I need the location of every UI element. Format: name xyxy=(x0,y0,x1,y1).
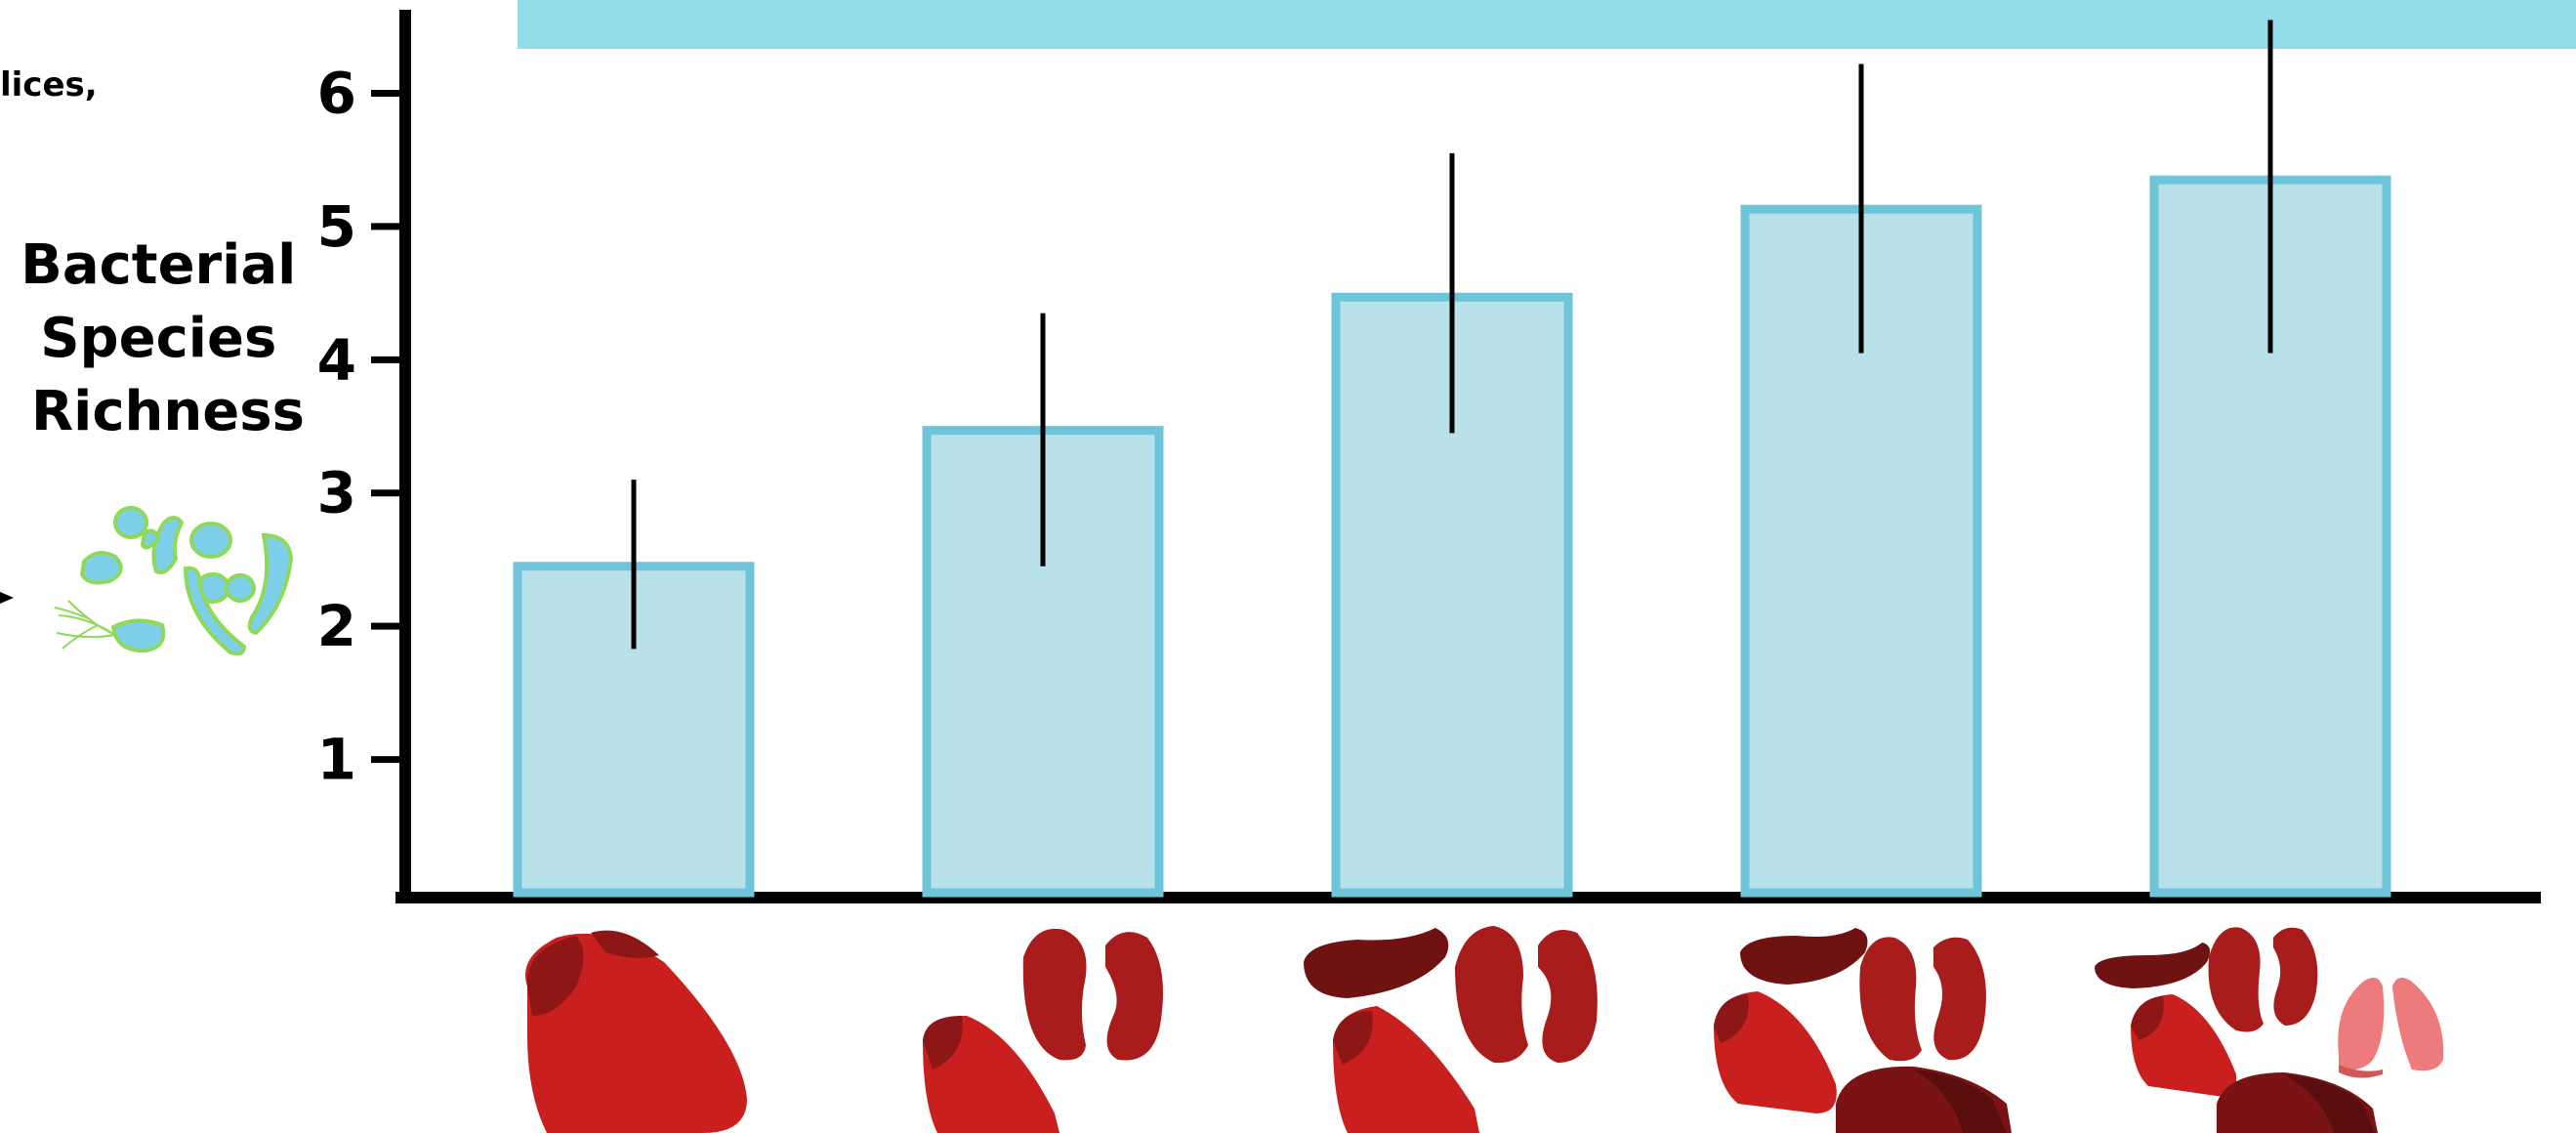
heart-kidneys-spleen-icon xyxy=(1304,926,1598,1133)
y-tick-label: 2 xyxy=(317,593,356,659)
heart-icon xyxy=(525,930,747,1133)
y-tick-label: 4 xyxy=(317,326,356,393)
top-banner xyxy=(518,0,2576,49)
y-axis-title-line-2: Species xyxy=(40,307,276,370)
y-tick-label: 1 xyxy=(317,727,356,793)
heart-kidneys-spleen-liver-icon xyxy=(1714,928,2012,1133)
caption-fragment: lices, xyxy=(0,65,98,105)
y-axis-title: Bacterial Species Richness xyxy=(21,233,315,443)
y-axis-title-line-1: Bacterial xyxy=(21,233,296,297)
y-tick-label: 5 xyxy=(317,193,356,260)
heart-kidneys-spleen-liver-lungs-icon xyxy=(2095,927,2444,1133)
heart-kidneys-icon xyxy=(923,928,1164,1133)
y-tick-label: 3 xyxy=(317,460,356,526)
bacteria-cluster-icon xyxy=(0,506,294,656)
y-tick-label: 6 xyxy=(317,60,356,126)
y-axis-title-line-3: Richness xyxy=(31,380,305,443)
